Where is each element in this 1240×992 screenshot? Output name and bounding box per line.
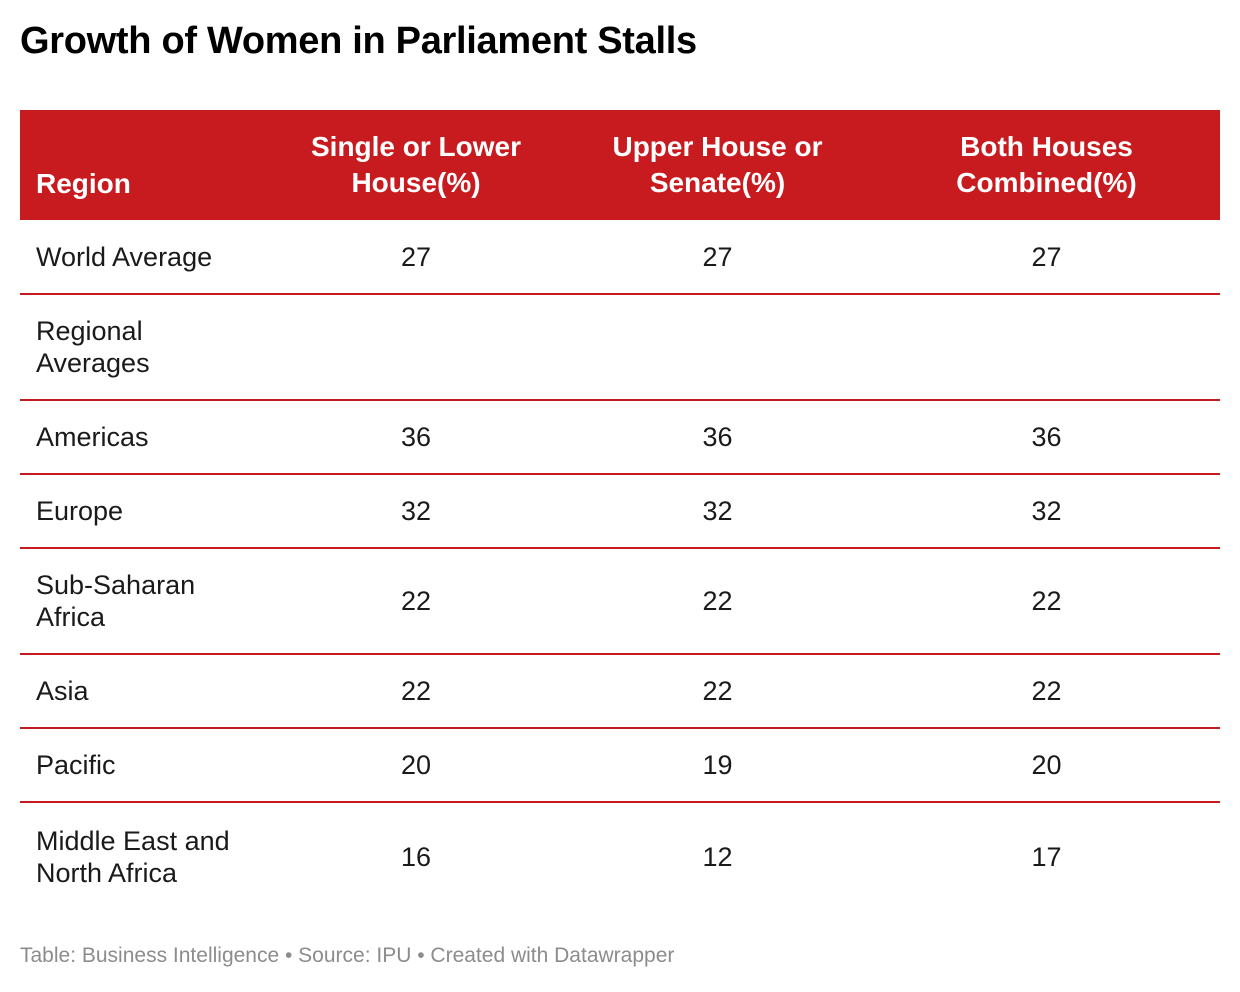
both-houses-cell: 27: [873, 220, 1220, 295]
both-houses-cell: 17: [1031, 841, 1062, 872]
table-row: Americas 36 36 36: [20, 400, 1220, 475]
data-table: Region Single or Lower House(%) Upper Ho…: [20, 110, 1220, 910]
table-row: Pacific 20 19 20: [20, 728, 1220, 803]
lower-house-cell: 32: [270, 474, 562, 549]
upper-house-cell: [562, 294, 873, 401]
both-houses-cell: 22: [873, 548, 1220, 655]
table-row: Europe 32 32 32: [20, 474, 1220, 549]
region-cell: Asia: [20, 654, 270, 729]
upper-house-cell: 19: [562, 728, 873, 803]
region-cell: Pacific: [20, 728, 270, 803]
column-header-region[interactable]: Region: [20, 110, 270, 220]
table-row: Regional Averages: [20, 294, 1220, 401]
upper-house-cell: 22: [562, 548, 873, 655]
lower-house-cell: 16: [400, 841, 432, 872]
lower-house-cell: [270, 294, 562, 401]
chart-title: Growth of Women in Parliament Stalls: [20, 20, 697, 62]
table-row: World Average 27 27 27: [20, 220, 1220, 295]
upper-house-cell: 36: [562, 400, 873, 475]
table-header: Region Single or Lower House(%) Upper Ho…: [20, 110, 1220, 220]
both-houses-cell: 22: [873, 654, 1220, 729]
header-row: Region Single or Lower House(%) Upper Ho…: [20, 110, 1220, 220]
region-cell: Americas: [20, 400, 270, 475]
region-cell: Sub-Saharan Africa: [20, 548, 270, 655]
column-header-lower-house[interactable]: Single or Lower House(%): [270, 110, 562, 220]
both-houses-cell: 36: [873, 400, 1220, 475]
region-cell: Middle East and North Africa: [36, 825, 230, 888]
table-body: World Average 27 27 27 Regional Averages…: [20, 220, 1220, 910]
upper-house-cell: 32: [562, 474, 873, 549]
lower-house-cell: 27: [270, 220, 562, 295]
table-row: Sub-Saharan Africa 22 22 22: [20, 548, 1220, 655]
source-footer: Table: Business Intelligence • Source: I…: [20, 944, 675, 967]
lower-house-cell: 22: [270, 548, 562, 655]
table-row: Asia 22 22 22: [20, 654, 1220, 729]
lower-house-cell: 20: [270, 728, 562, 803]
upper-house-cell: 12: [702, 841, 733, 872]
lower-house-cell: 22: [270, 654, 562, 729]
upper-house-cell: 27: [562, 220, 873, 295]
both-houses-cell: [873, 294, 1220, 401]
lower-house-cell: 36: [270, 400, 562, 475]
table-row: Middle East and North Africa 16 12 17: [20, 802, 1220, 910]
upper-house-cell: 22: [562, 654, 873, 729]
both-houses-cell: 32: [873, 474, 1220, 549]
region-cell: Europe: [20, 474, 270, 549]
column-header-both-houses[interactable]: Both Houses Combined(%): [873, 110, 1220, 220]
region-cell: Regional Averages: [20, 294, 270, 401]
column-header-upper-house[interactable]: Upper House or Senate(%): [562, 110, 873, 220]
both-houses-cell: 20: [873, 728, 1220, 803]
region-cell: World Average: [20, 220, 270, 295]
